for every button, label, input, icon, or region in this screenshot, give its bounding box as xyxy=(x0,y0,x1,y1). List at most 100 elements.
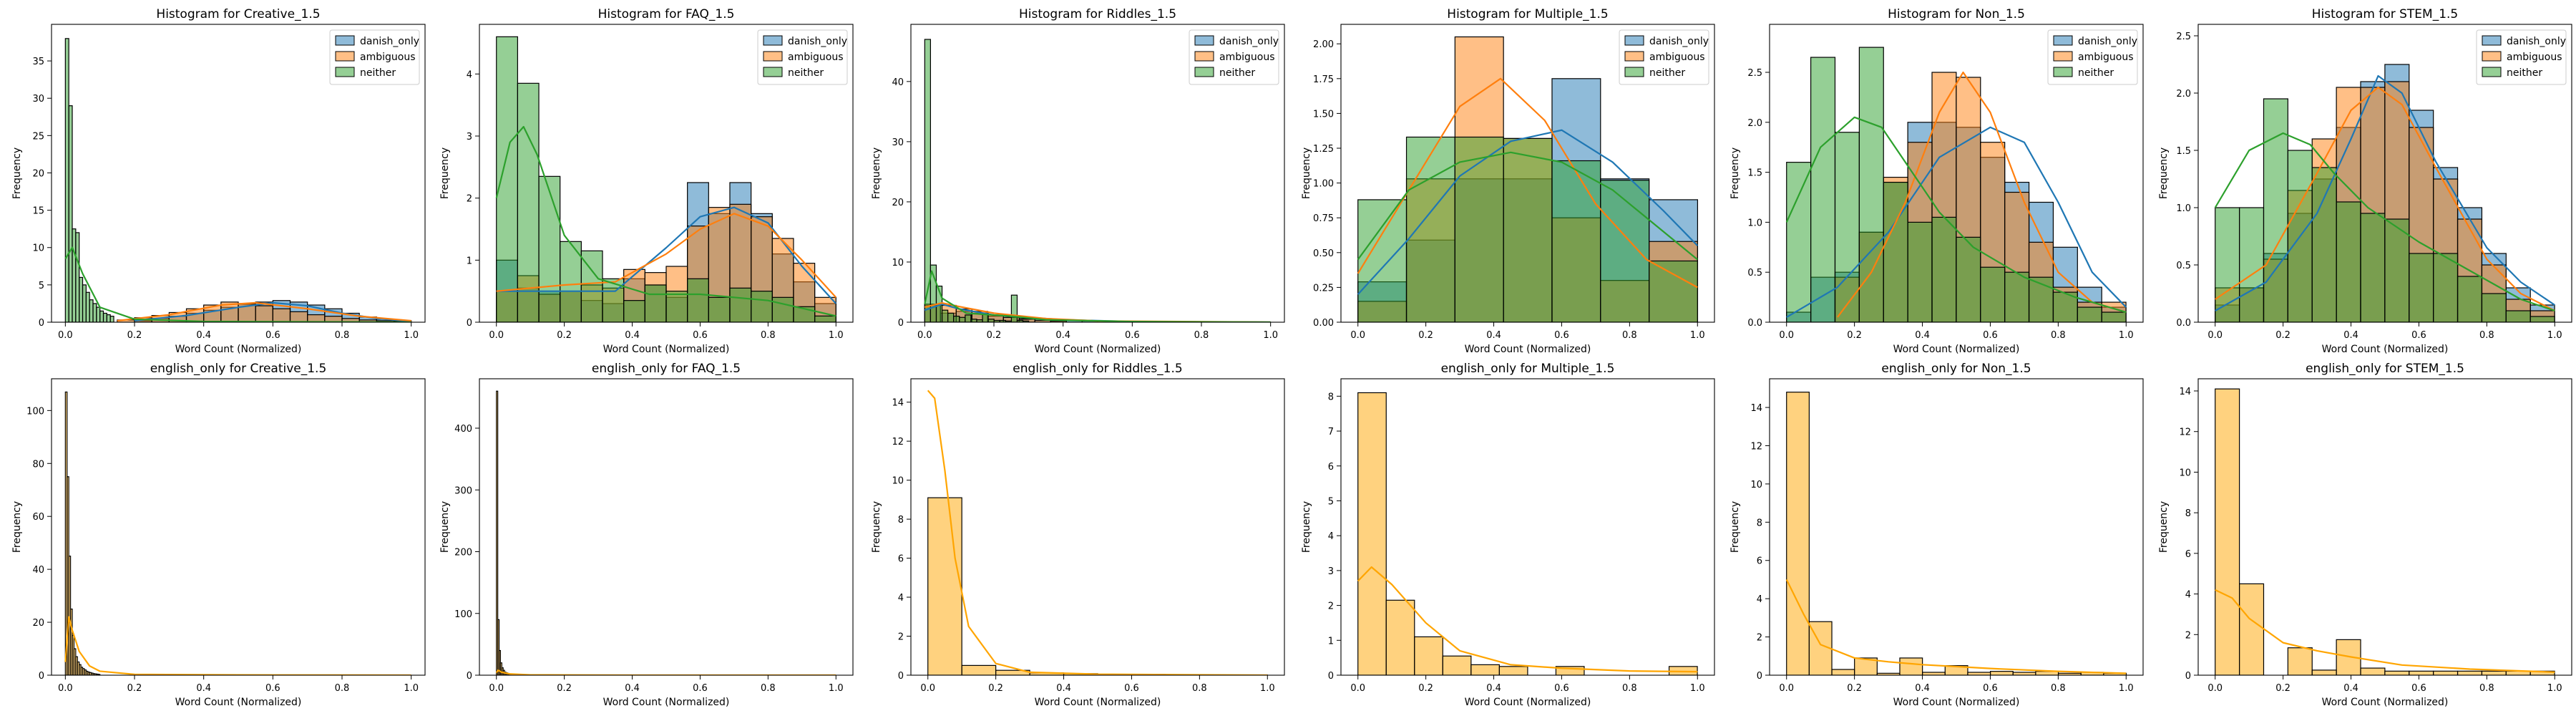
y-tick-label: 1 xyxy=(467,256,472,266)
y-tick-label: 40 xyxy=(32,565,44,576)
x-tick-label: 0.8 xyxy=(335,683,350,694)
plot-area xyxy=(1357,392,1698,675)
series-english_only xyxy=(64,391,101,675)
legend-swatch-neither xyxy=(1624,67,1644,77)
x-tick-label: 0.2 xyxy=(127,683,142,694)
y-tick-label: 10 xyxy=(1750,480,1762,490)
x-tick-label: 1.0 xyxy=(1263,330,1278,341)
histogram-bar xyxy=(79,276,84,322)
histogram-bar xyxy=(1649,260,1699,322)
series-neither xyxy=(1357,136,1699,322)
x-tick-label: 1.0 xyxy=(2547,330,2562,341)
histogram-bar xyxy=(1956,236,1981,322)
x-tick-label: 0.4 xyxy=(1486,330,1501,341)
histogram-bar xyxy=(2360,213,2386,322)
histogram-bar xyxy=(2409,253,2434,322)
legend-swatch-danish_only xyxy=(1194,35,1214,46)
x-tick-label: 0.8 xyxy=(2051,683,2066,694)
legend-swatch-danish_only xyxy=(2482,35,2502,46)
kde-line-danish_only xyxy=(2215,74,2555,311)
series-neither xyxy=(924,39,1030,322)
y-tick-label: 5 xyxy=(39,281,44,291)
y-tick-label: 0.75 xyxy=(1313,213,1334,224)
y-tick-label: 0 xyxy=(39,671,44,682)
y-tick-label: 4 xyxy=(898,593,904,604)
legend-label-ambiguous: ambiguous xyxy=(360,52,416,63)
y-tick-label: 1.75 xyxy=(1313,74,1334,85)
y-axis-label: Frequency xyxy=(1301,147,1312,199)
histogram-bar xyxy=(560,241,582,322)
legend-swatch-ambiguous xyxy=(335,51,355,62)
subplot-12: 0.0 0.2 0.4 0.6 0.8 1.0 0 2 4 6 8 10 12 14 english_onl… xyxy=(2158,362,2572,708)
histogram-bar xyxy=(1858,47,1884,322)
histogram-bar xyxy=(2287,647,2313,675)
legend-label-neither: neither xyxy=(1649,67,1685,79)
x-tick-label: 0.0 xyxy=(1350,683,1365,694)
y-tick-label: 2 xyxy=(1328,601,1334,612)
kde-line-neither xyxy=(64,246,411,322)
y-tick-label: 60 xyxy=(32,512,44,523)
y-tick-label: 0.0 xyxy=(2176,318,2191,329)
histogram-bar xyxy=(538,175,561,322)
histogram-bar xyxy=(927,497,962,675)
x-tick-label: 0.8 xyxy=(1622,683,1637,694)
y-tick-label: 1.50 xyxy=(1313,109,1334,120)
histogram-bar xyxy=(102,312,107,322)
legend-label-ambiguous: ambiguous xyxy=(1649,52,1705,63)
legend-label-neither: neither xyxy=(788,67,824,79)
y-tick-label: 10 xyxy=(32,243,44,254)
series-english_only xyxy=(1357,392,1698,675)
histogram-bar xyxy=(987,319,995,322)
y-tick-label: 35 xyxy=(32,57,44,67)
y-tick-label: 2 xyxy=(2185,630,2191,641)
histogram-bar xyxy=(2101,311,2127,322)
plot-title: Histogram for STEM_1.5 xyxy=(2312,7,2459,21)
histogram-bar xyxy=(75,232,80,322)
plot-title: english_only for Riddles_1.5 xyxy=(1013,362,1182,376)
y-axis-label: Frequency xyxy=(11,501,23,553)
legend-swatch-neither xyxy=(763,67,783,77)
histogram-bar xyxy=(92,303,97,322)
y-tick-label: 2.0 xyxy=(1747,118,1762,129)
legend-swatch-danish_only xyxy=(763,35,783,46)
histogram-bar xyxy=(1980,266,2006,322)
histogram-bar xyxy=(2360,667,2386,675)
kde-line-english_only xyxy=(1357,566,1698,673)
series-neither xyxy=(64,38,114,322)
x-tick-label: 0.4 xyxy=(625,683,640,694)
histogram-bar xyxy=(1600,180,1650,322)
plot-frame xyxy=(1340,24,1715,323)
histogram-bar xyxy=(644,284,667,322)
histogram-bar xyxy=(2028,276,2054,322)
series-neither xyxy=(2215,98,2555,322)
legend-label-danish_only: danish_only xyxy=(1649,36,1709,47)
legend-label-danish_only: danish_only xyxy=(788,36,847,47)
y-tick-label: 10 xyxy=(892,258,904,268)
x-tick-label: 0.2 xyxy=(2275,683,2290,694)
y-tick-label: 2.0 xyxy=(2176,89,2191,100)
y-tick-label: 4 xyxy=(1757,594,1762,605)
kde-line-neither xyxy=(495,125,836,317)
y-tick-label: 0.0 xyxy=(1747,318,1762,329)
y-tick-label: 1.00 xyxy=(1313,179,1334,190)
histogram-bar xyxy=(2311,669,2337,675)
histogram-bar xyxy=(2529,316,2555,322)
histogram-bar xyxy=(2433,253,2459,322)
kde-line-english_only xyxy=(64,616,411,675)
y-tick-label: 80 xyxy=(32,459,44,470)
x-tick-label: 0.4 xyxy=(2343,683,2358,694)
y-tick-label: 0 xyxy=(467,671,472,682)
y-tick-label: 30 xyxy=(32,94,44,105)
histogram-bar xyxy=(1454,136,1504,322)
y-tick-label: 12 xyxy=(892,437,904,448)
histogram-bar xyxy=(1922,672,1946,675)
histogram-bar xyxy=(1810,57,1836,322)
y-tick-label: 10 xyxy=(892,476,904,487)
plot-area xyxy=(1357,36,1699,322)
y-tick-label: 6 xyxy=(898,554,904,565)
y-tick-label: 4 xyxy=(1328,531,1334,542)
y-tick-label: 1.0 xyxy=(2176,203,2191,214)
histogram-bar xyxy=(2409,670,2434,675)
y-tick-label: 25 xyxy=(32,131,44,142)
